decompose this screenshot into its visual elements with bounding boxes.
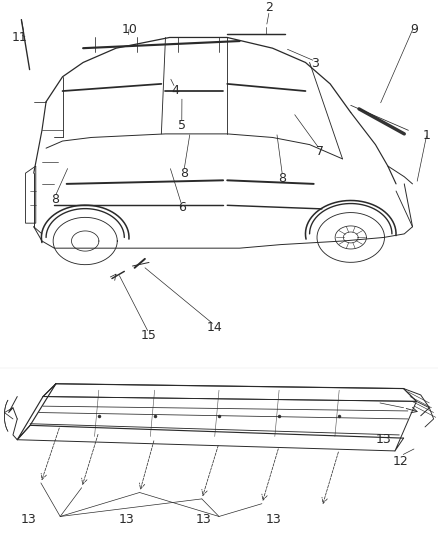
Text: 6: 6: [178, 201, 186, 214]
Text: 8: 8: [279, 172, 286, 185]
Text: 12: 12: [393, 455, 409, 467]
Text: 10: 10: [121, 23, 137, 36]
Text: 11: 11: [12, 31, 28, 44]
Text: 13: 13: [266, 513, 282, 526]
Text: 15: 15: [141, 329, 157, 342]
Text: 9: 9: [410, 23, 418, 36]
Text: 4: 4: [171, 84, 179, 97]
Text: 1: 1: [423, 130, 431, 142]
Text: 8: 8: [51, 193, 59, 206]
Text: 7: 7: [316, 146, 324, 158]
Text: 5: 5: [178, 119, 186, 132]
Text: 2: 2: [265, 2, 273, 14]
Text: 13: 13: [375, 433, 391, 446]
Text: 14: 14: [207, 321, 223, 334]
Text: 3: 3: [311, 58, 319, 70]
Text: 13: 13: [119, 513, 135, 526]
Text: 13: 13: [21, 513, 36, 526]
Text: 13: 13: [196, 513, 212, 526]
Text: 8: 8: [180, 167, 188, 180]
